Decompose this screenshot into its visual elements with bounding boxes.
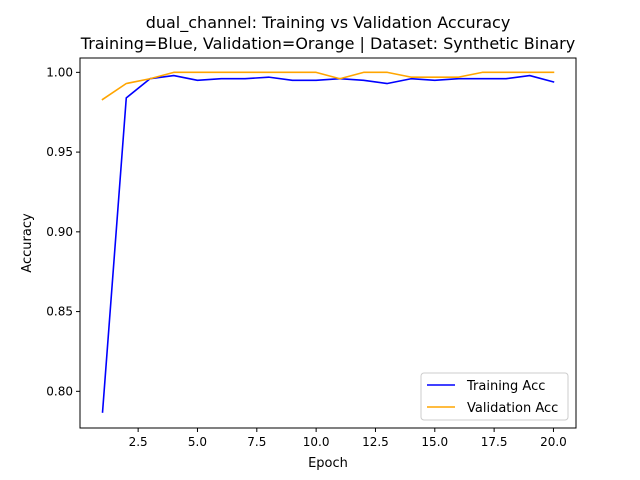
x-tick-label: 15.0	[421, 435, 448, 449]
legend: Training Acc Validation Acc	[420, 372, 569, 421]
y-tick-label: 0.85	[46, 305, 73, 319]
x-tick-label: 10.0	[303, 435, 330, 449]
x-tick-label: 20.0	[540, 435, 567, 449]
legend-label-validation: Validation Acc	[467, 401, 558, 416]
plot-area: 2.5 5.0 7.5 10.0 12.5 15.0 17.5 20.0 0.800.850.…	[46, 57, 577, 449]
x-tick-label: 17.5	[481, 435, 508, 449]
x-tick-label: 2.5	[129, 435, 148, 449]
y-tick-label: 1.00	[46, 65, 73, 79]
y-tick-label: 0.90	[46, 225, 73, 239]
x-tick-label: 5.0	[188, 435, 207, 449]
x-tick-label: 12.5	[362, 435, 389, 449]
legend-label-training: Training Acc	[466, 379, 545, 394]
y-tick-label: 0.80	[46, 384, 73, 398]
series-lines	[101, 71, 555, 413]
plot-frame	[79, 57, 577, 429]
legend-box	[420, 372, 569, 421]
x-tick-label: 7.5	[247, 435, 266, 449]
x-axis-ticks: 2.5 5.0 7.5 10.0 12.5 15.0 17.5 20.0	[129, 428, 567, 449]
chart-title-line-1: dual_channel: Training vs Validation Acc…	[146, 13, 511, 33]
validation-acc-line	[101, 71, 555, 101]
y-axis-ticks: 0.80 0.85 0.90 0.95 1.00	[46, 65, 80, 398]
chart-title-line-2: Training=Blue, Validation=Orange | Datas…	[80, 34, 575, 53]
y-axis-label: Accuracy	[20, 213, 35, 273]
y-tick-label: 0.95	[46, 145, 73, 159]
training-acc-line	[101, 74, 555, 413]
x-axis-label: Epoch	[308, 456, 348, 471]
